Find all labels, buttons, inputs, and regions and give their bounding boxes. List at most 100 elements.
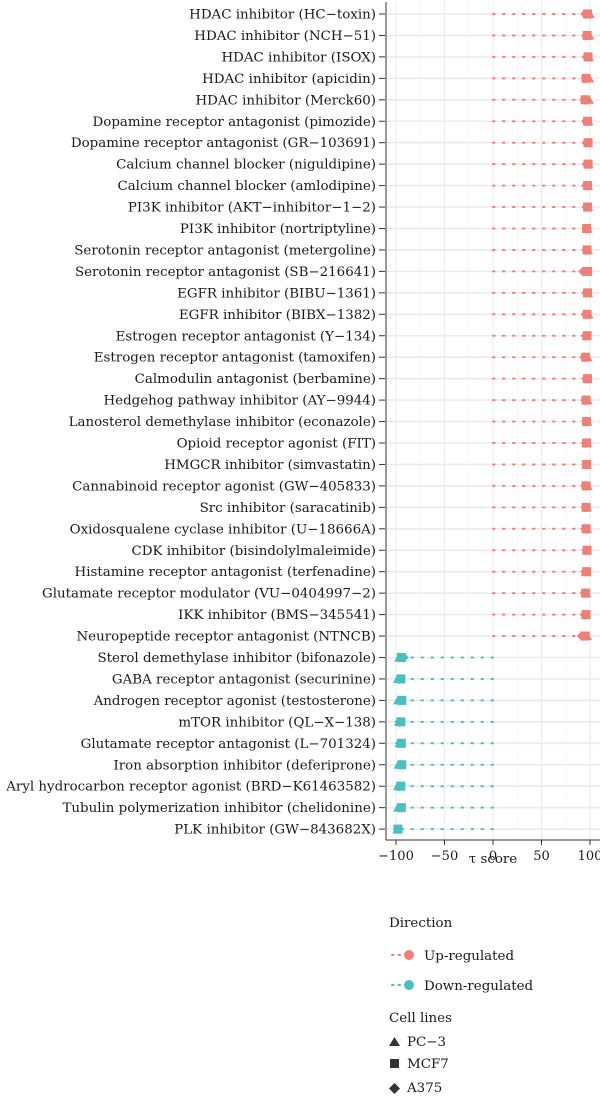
category-label: Estrogen receptor antagonist (tamoxifen) — [94, 351, 376, 366]
a375-diamond-point — [394, 695, 405, 706]
category-label: mTOR inhibitor (QL−X−138) — [178, 715, 376, 730]
a375-diamond-point — [581, 202, 592, 213]
a375-diamond-point — [393, 824, 404, 835]
a375-diamond-point — [576, 631, 587, 642]
legend-cell-mcf7: MCF7 — [407, 1057, 449, 1072]
a375-diamond-point — [580, 395, 591, 406]
category-label: Hedgehog pathway inhibitor (AY−9944) — [104, 394, 377, 409]
category-label: Calmodulin antagonist (berbamine) — [135, 372, 376, 387]
a375-diamond-point — [394, 738, 405, 749]
category-label: HMGCR inhibitor (simvastatin) — [164, 458, 376, 473]
category-label: EGFR inhibitor (BIBX−1382) — [179, 308, 376, 323]
x-tick-label: −100 — [378, 849, 414, 864]
category-label: PI3K inhibitor (nortriptyline) — [180, 222, 376, 237]
category-label: CDK inhibitor (bisindolylmaleimide) — [131, 544, 376, 559]
legend-direction-title: Direction — [389, 916, 453, 931]
category-label: Dopamine receptor antagonist (GR−103691) — [71, 136, 376, 151]
legend: Direction Up-regulated Down-regulated Ce… — [389, 916, 534, 1096]
category-label: Serotonin receptor antagonist (SB−216641… — [75, 265, 376, 280]
a375-diamond-point — [581, 30, 592, 41]
legend-up-circle — [404, 950, 414, 960]
a375-diamond-point — [581, 244, 592, 255]
a375-diamond-point — [579, 588, 590, 599]
a375-diamond-point — [394, 673, 405, 684]
x-axis-title: τ score — [469, 852, 517, 867]
category-label: Serotonin receptor antagonist (metergoli… — [74, 243, 376, 258]
x-tick-label: 50 — [533, 849, 550, 864]
a375-diamond-point — [581, 416, 592, 427]
legend-up-key — [391, 950, 414, 960]
a375-diamond-point — [581, 180, 592, 191]
category-label: Calcium channel blocker (niguldipine) — [116, 158, 376, 173]
a375-diamond-point — [581, 137, 592, 148]
category-label: Sterol demethylase inhibitor (bifonazole… — [97, 651, 376, 666]
legend-down-key — [391, 980, 414, 990]
x-tick-label: 100 — [578, 849, 600, 864]
a375-diamond-point — [581, 373, 592, 384]
category-label: Calcium channel blocker (amlodipine) — [117, 179, 376, 194]
legend-square-icon — [390, 1059, 399, 1068]
category-label: Dopamine receptor antagonist (pimozide) — [93, 115, 376, 130]
category-label: HDAC inhibitor (NCH−51) — [194, 29, 376, 44]
category-label: HDAC inhibitor (Merck60) — [196, 93, 377, 108]
a375-diamond-point — [581, 287, 592, 298]
a375-diamond-point — [581, 116, 592, 127]
a375-diamond-point — [579, 352, 590, 363]
a375-diamond-point — [580, 309, 591, 320]
category-label: Histamine receptor antagonist (terfenadi… — [75, 565, 376, 580]
category-label: Estrogen receptor antagonist (Y−134) — [116, 329, 376, 344]
category-labels: HDAC inhibitor (HC−toxin) HDAC inhibitor … — [5, 8, 376, 838]
a375-diamond-point — [578, 266, 589, 277]
category-label: GABA receptor antagonist (securinine) — [112, 672, 376, 687]
a375-diamond-point — [579, 609, 590, 620]
category-label: Lanosterol demethylase inhibitor (econaz… — [69, 415, 376, 430]
legend-triangle-icon — [389, 1037, 400, 1046]
a375-diamond-point — [580, 438, 591, 448]
a375-diamond-point — [580, 523, 591, 534]
a375-diamond-point — [394, 716, 405, 727]
a375-diamond-point — [580, 9, 591, 19]
a375-diamond-point — [581, 459, 592, 470]
category-label: HDAC inhibitor (apicidin) — [202, 72, 376, 87]
category-label: Cannabinoid receptor agonist (GW−405833) — [72, 479, 376, 494]
a375-diamond-point — [580, 73, 591, 84]
category-label: PI3K inhibitor (AKT−inhibitor−1−2) — [128, 201, 376, 216]
a375-diamond-point — [580, 480, 591, 491]
category-label: Oxidosqualene cyclase inhibitor (U−18666… — [70, 522, 376, 537]
category-label: Neuropeptide receptor antagonist (NTNCB) — [76, 630, 376, 645]
category-label: HDAC inhibitor (HC−toxin) — [189, 8, 376, 23]
a375-diamond-point — [398, 652, 409, 663]
a375-diamond-point — [582, 223, 593, 234]
a375-diamond-point — [581, 545, 592, 556]
category-label: Src inhibitor (saracatinib) — [200, 501, 376, 516]
a375-diamond-point — [579, 94, 590, 105]
a375-diamond-point — [581, 51, 592, 62]
a375-diamond-point — [580, 502, 591, 513]
category-label: Aryl hydrocarbon receptor agonist (BRD−K… — [5, 780, 376, 795]
legend-down-circle — [404, 980, 414, 990]
category-label: Opioid receptor agonist (FIT) — [177, 437, 376, 452]
category-label: PLK inhibitor (GW−843682X) — [174, 823, 376, 838]
a375-diamond-point — [394, 802, 405, 813]
category-label: EGFR inhibitor (BIBU−1361) — [177, 286, 376, 301]
data-layer — [392, 9, 595, 835]
a375-diamond-point — [395, 759, 406, 770]
a375-diamond-point — [394, 781, 405, 792]
legend-down-label: Down-regulated — [424, 979, 534, 994]
x-axis: −100 −50 0 50 100 — [378, 2, 600, 864]
category-label: HDAC inhibitor (ISOX) — [221, 50, 376, 65]
category-label: Glutamate receptor modulator (VU−0404997… — [42, 587, 376, 602]
category-label: IKK inhibitor (BMS−345541) — [178, 608, 376, 623]
x-tick-label: 0 — [489, 849, 497, 864]
a375-diamond-point — [580, 566, 591, 577]
category-label: Glutamate receptor antagonist (L−701324) — [81, 737, 376, 752]
category-label: Androgen receptor agonist (testosterone) — [93, 694, 376, 709]
a375-diamond-point — [580, 330, 591, 341]
x-tick-label: −50 — [431, 849, 458, 864]
legend-up-label: Up-regulated — [424, 949, 514, 964]
legend-cell-pc3: PC−3 — [407, 1035, 446, 1050]
category-label: Tubulin polymerization inhibitor (chelid… — [62, 801, 376, 816]
legend-cell-a375: A375 — [406, 1081, 442, 1096]
a375-diamond-point — [581, 159, 592, 170]
